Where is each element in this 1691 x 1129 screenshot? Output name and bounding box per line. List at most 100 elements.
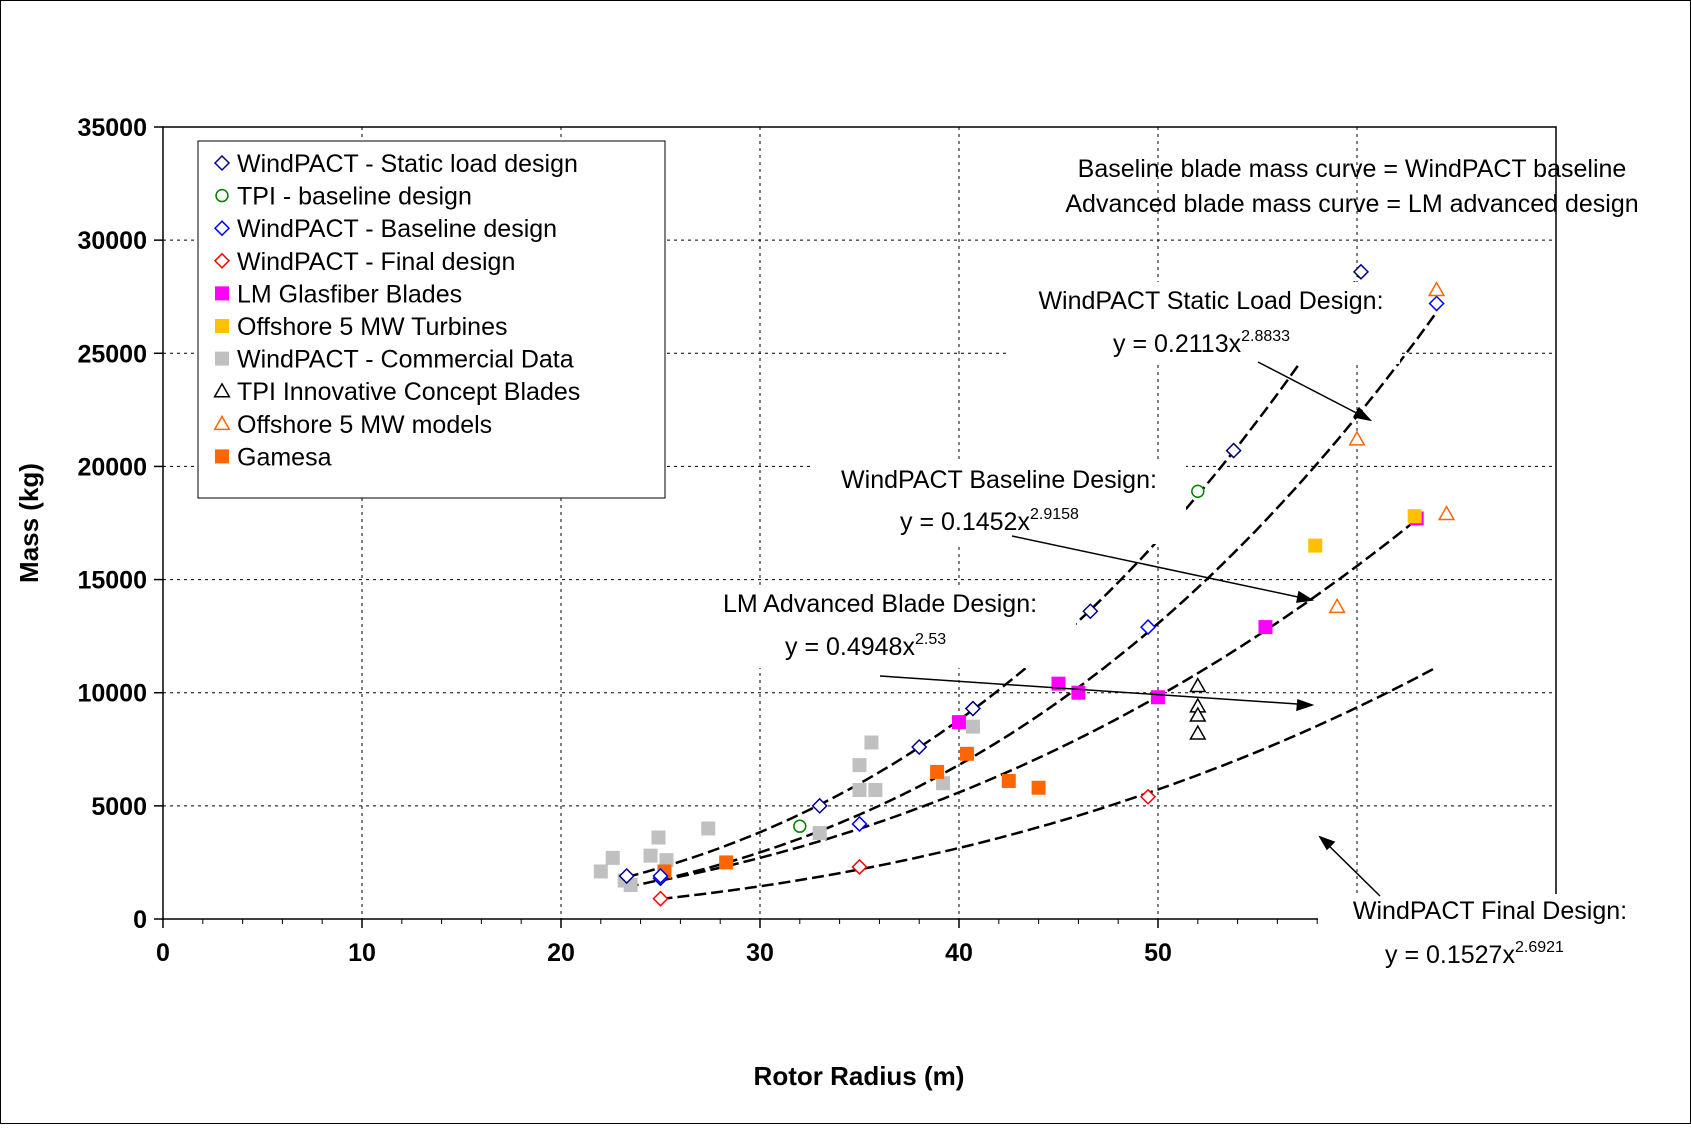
point bbox=[652, 890, 669, 907]
point bbox=[852, 758, 867, 773]
point bbox=[952, 715, 966, 730]
point bbox=[812, 826, 827, 841]
x-tick-label: 30 bbox=[746, 939, 774, 967]
point bbox=[1258, 620, 1273, 635]
legend: WindPACT - Static load design TPI - basel… bbox=[197, 140, 666, 499]
fit-curve bbox=[660, 666, 1438, 901]
point bbox=[1189, 724, 1207, 740]
fit-label-final: WindPACT Final Design: bbox=[1353, 897, 1627, 925]
legend-entry-label: Offshore 5 MW models bbox=[237, 411, 492, 439]
point bbox=[1328, 597, 1346, 614]
legend-entry-label: WindPACT - Static load design bbox=[237, 150, 578, 178]
point bbox=[1071, 685, 1086, 700]
y-tick-label: 20000 bbox=[77, 453, 147, 481]
point bbox=[1082, 603, 1099, 620]
fit-label-baseline: WindPACT Baseline Design: bbox=[841, 466, 1157, 494]
point bbox=[1031, 780, 1046, 795]
legend-entry-label: LM Glasfiber Blades bbox=[237, 280, 462, 308]
fit-curves bbox=[626, 271, 1438, 901]
fit-curve bbox=[626, 271, 1363, 879]
point bbox=[643, 848, 658, 863]
y-tick-label: 10000 bbox=[77, 680, 147, 708]
y-tick-label: 35000 bbox=[77, 114, 147, 142]
point bbox=[651, 830, 666, 845]
legend-entry-label: TPI - baseline design bbox=[237, 183, 472, 211]
legend-marker bbox=[213, 382, 231, 398]
point bbox=[618, 867, 635, 885]
arrow-advanced bbox=[879, 675, 1313, 706]
note-baseline: Baseline blade mass curve = WindPACT bas… bbox=[1078, 155, 1627, 183]
point bbox=[1428, 295, 1445, 312]
annotation-arrows bbox=[879, 361, 1381, 897]
point bbox=[1139, 788, 1157, 805]
point bbox=[1001, 773, 1016, 788]
x-tick-label: 10 bbox=[348, 939, 376, 967]
x-tick-label: 50 bbox=[1144, 939, 1172, 967]
point bbox=[1225, 442, 1242, 459]
y-tick-label: 30000 bbox=[77, 227, 147, 255]
point bbox=[1352, 263, 1370, 280]
point bbox=[868, 783, 883, 798]
point bbox=[1427, 281, 1446, 297]
legend-entry-label: Gamesa bbox=[237, 443, 332, 471]
legend-marker bbox=[215, 188, 229, 203]
point bbox=[1348, 430, 1366, 446]
fit-annotation-advanced: LM Advanced Blade Design: y = 0.4948x2.5… bbox=[690, 586, 1076, 668]
point bbox=[701, 821, 716, 836]
arrow-final-head bbox=[1318, 835, 1336, 851]
arrow-static-head bbox=[1352, 406, 1373, 422]
point bbox=[852, 783, 867, 798]
point bbox=[964, 700, 981, 717]
point bbox=[1189, 677, 1207, 693]
y-axis-label: Mass (kg) bbox=[14, 463, 44, 583]
point bbox=[811, 797, 828, 814]
legend-entry-label: Offshore 5 MW Turbines bbox=[237, 313, 507, 341]
y-tick-label: 25000 bbox=[77, 340, 147, 368]
point bbox=[1437, 505, 1456, 521]
point bbox=[864, 735, 879, 750]
legend-entry-label: WindPACT - Commercial Data bbox=[237, 346, 574, 374]
x-tick-label: 0 bbox=[156, 939, 170, 967]
legend-marker bbox=[215, 286, 229, 301]
data-points bbox=[593, 263, 1456, 907]
point bbox=[851, 858, 868, 876]
legend-marker bbox=[215, 351, 229, 366]
fit-equation-baseline: y = 0.1452x2.9158 bbox=[900, 506, 1079, 536]
fit-equation-advanced: y = 0.4948x2.53 bbox=[785, 631, 946, 661]
legend-entry-label: WindPACT - Baseline design bbox=[237, 215, 557, 243]
point bbox=[1189, 706, 1207, 722]
point bbox=[793, 819, 807, 833]
legend-entry-label: WindPACT - Final design bbox=[237, 248, 515, 276]
legend-marker bbox=[213, 252, 231, 269]
legend-marker bbox=[213, 220, 231, 237]
x-tick-label: 40 bbox=[945, 939, 973, 967]
point bbox=[593, 864, 608, 879]
fit-annotation-baseline: WindPACT Baseline Design: y = 0.1452x2.9… bbox=[812, 462, 1186, 544]
legend-marker bbox=[213, 154, 231, 172]
arrow-advanced-head bbox=[1296, 698, 1315, 712]
fit-curve bbox=[626, 311, 1438, 889]
y-tick-label: 15000 bbox=[77, 567, 147, 595]
point bbox=[659, 853, 674, 868]
fit-equation-final: y = 0.1527x2.6921 bbox=[1385, 939, 1564, 969]
point bbox=[652, 867, 669, 885]
plot-frame bbox=[162, 126, 1557, 920]
note-advanced: Advanced blade mass curve = LM advanced … bbox=[1065, 190, 1638, 218]
legend-marker bbox=[215, 449, 229, 464]
arrow-static bbox=[1257, 361, 1371, 421]
y-tick-label: 0 bbox=[133, 906, 147, 934]
point bbox=[965, 719, 980, 734]
point bbox=[1151, 690, 1165, 705]
arrow-baseline-head bbox=[1296, 590, 1315, 603]
legend-box bbox=[197, 140, 666, 499]
point bbox=[936, 776, 951, 791]
fit-curve bbox=[660, 518, 1418, 882]
y-tick-label: 5000 bbox=[91, 793, 147, 821]
fit-equation-static: y = 0.2113x2.8833 bbox=[1113, 328, 1290, 358]
legend-marker bbox=[215, 319, 229, 333]
fit-label-advanced: LM Advanced Blade Design: bbox=[723, 590, 1037, 618]
legend-marker bbox=[213, 414, 231, 431]
point bbox=[959, 746, 974, 761]
